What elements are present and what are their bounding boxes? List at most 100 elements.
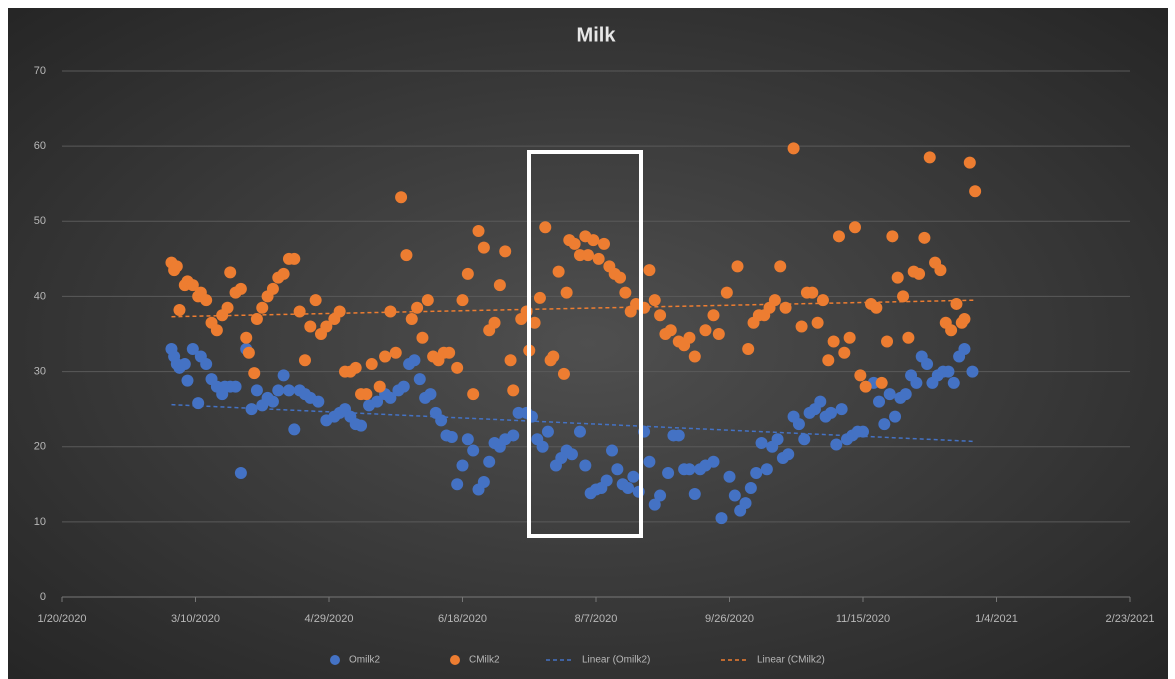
point: [355, 419, 368, 432]
point: [910, 376, 923, 389]
legend-label: CMilk2: [469, 655, 500, 666]
legend-label: Omilk2: [349, 655, 381, 666]
point: [456, 459, 469, 472]
point: [277, 369, 290, 382]
point: [854, 369, 867, 382]
x-tick-label: 3/10/2020: [171, 613, 220, 625]
plot-area: 0 10 20 30 40 50 60 70 1/20/2020 3/10/2020 4/29/20…: [34, 65, 1155, 666]
point: [170, 260, 183, 273]
point: [573, 425, 586, 438]
point: [672, 429, 685, 442]
point: [875, 376, 888, 389]
point: [859, 380, 872, 393]
point: [662, 467, 675, 480]
point: [881, 335, 894, 348]
point: [272, 384, 285, 397]
point: [173, 303, 186, 316]
point: [309, 294, 322, 307]
point: [389, 346, 402, 359]
point: [224, 266, 237, 279]
point: [186, 343, 199, 356]
point: [461, 433, 474, 446]
x-tick-label: 8/7/2020: [575, 613, 618, 625]
point: [579, 459, 592, 472]
point: [557, 367, 570, 380]
point: [771, 433, 784, 446]
point: [835, 403, 848, 416]
legend-swatch: [450, 655, 460, 665]
point: [843, 331, 856, 344]
point: [467, 388, 480, 401]
y-tick-label: 20: [34, 441, 46, 453]
point: [921, 358, 934, 371]
point: [200, 294, 213, 307]
point: [966, 365, 979, 378]
point: [755, 436, 768, 449]
point: [857, 425, 869, 438]
point: [435, 414, 448, 427]
y-tick-label: 30: [34, 365, 46, 377]
point: [688, 488, 701, 501]
point: [451, 478, 464, 491]
highlight-box: [527, 150, 643, 538]
point: [477, 241, 490, 254]
point: [256, 301, 269, 314]
point: [541, 425, 554, 438]
point: [606, 444, 619, 457]
y-tick-label: 70: [34, 65, 46, 77]
x-tick-label: 4/29/2020: [305, 613, 354, 625]
point: [947, 376, 960, 389]
point: [891, 271, 904, 284]
x-tick-label: 2/23/2021: [1106, 613, 1155, 625]
point: [822, 354, 835, 367]
point: [883, 388, 896, 401]
point: [411, 301, 424, 314]
point: [266, 282, 279, 295]
point: [811, 316, 824, 329]
point: [814, 395, 827, 408]
legend-swatch: [330, 655, 340, 665]
point: [958, 343, 971, 356]
x-tick-label: 6/18/2020: [438, 613, 487, 625]
point: [787, 142, 800, 155]
point: [282, 384, 295, 397]
point: [200, 358, 213, 371]
point: [536, 440, 549, 453]
point: [456, 294, 469, 307]
point: [592, 252, 605, 265]
point: [349, 361, 362, 374]
point: [379, 350, 392, 363]
point: [648, 498, 661, 511]
point: [918, 231, 931, 244]
point: [277, 267, 290, 280]
point: [832, 230, 845, 243]
point: [221, 301, 234, 314]
point: [614, 271, 627, 284]
y-tick-label: 0: [40, 591, 46, 603]
point: [742, 343, 755, 356]
point: [384, 391, 397, 404]
point: [250, 312, 263, 325]
trendline: [171, 299, 976, 318]
point: [288, 423, 301, 436]
point: [902, 331, 915, 344]
point: [371, 395, 384, 408]
point: [744, 482, 757, 495]
point: [830, 438, 843, 451]
point: [795, 320, 808, 333]
point: [934, 264, 947, 277]
point: [731, 260, 744, 273]
point: [897, 290, 910, 303]
point: [483, 455, 496, 468]
x-tick-label: 11/15/2020: [836, 613, 890, 625]
point: [870, 301, 883, 314]
point: [600, 474, 613, 487]
point: [240, 331, 253, 344]
point: [945, 324, 958, 337]
point: [923, 151, 936, 164]
point: [565, 448, 578, 461]
point: [654, 489, 667, 502]
point: [507, 429, 520, 442]
chart-background: [8, 8, 1168, 679]
point: [461, 267, 474, 280]
